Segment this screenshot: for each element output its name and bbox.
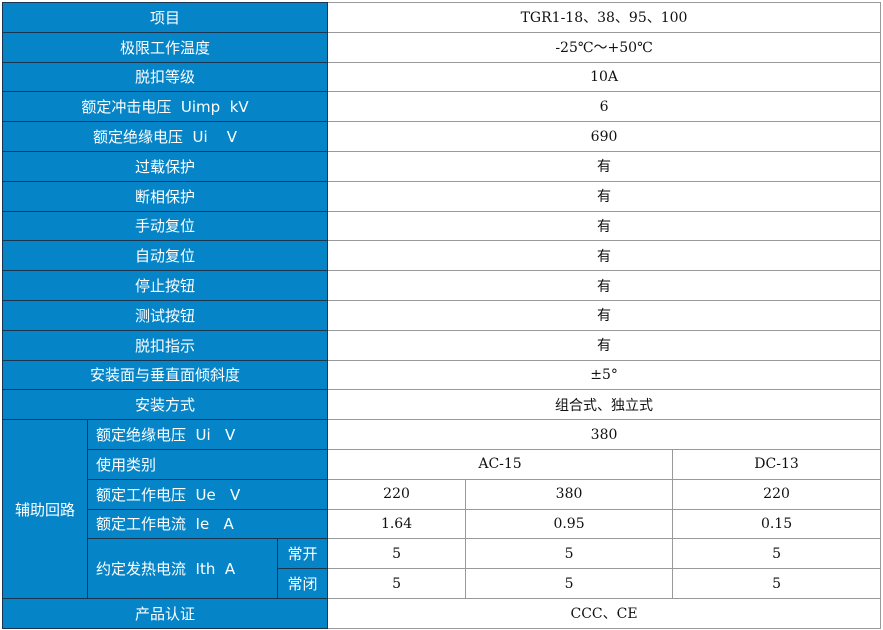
row-label: 测试按钮	[1, 299, 329, 331]
row-value: 380	[327, 419, 882, 450]
row-label: 额定工作电流 Ie A	[86, 508, 329, 540]
cell: 220	[327, 478, 467, 510]
cert-row: 产品认证 CCC、CE	[1, 597, 882, 629]
spec-row: 脱扣指示有	[1, 329, 882, 361]
row-label: 过载保护	[1, 150, 329, 182]
cell: 0.15	[672, 508, 882, 540]
aux-insulation-row: 辅助回路 额定绝缘电压 Ui V 380	[2, 419, 882, 599]
spec-row: 自动复位有	[1, 240, 882, 272]
row-label: 安装面与垂直面倾斜度	[1, 359, 329, 391]
row-label: 额定工作电压 Ue V	[86, 478, 329, 510]
spec-row: 停止按钮有	[1, 270, 882, 301]
row-label: 手动复位	[1, 210, 329, 242]
row-value: 有	[327, 180, 882, 212]
row-value: 10A	[327, 61, 882, 93]
row-label: 脱扣等级	[1, 61, 329, 93]
row-label: 产品认证	[1, 597, 329, 629]
ac-category: AC-15	[327, 448, 674, 480]
spec-row: 脱扣等级 10A	[1, 61, 882, 93]
cell: 0.95	[465, 508, 674, 540]
aux-ie-row: 额定工作电流 Ie A 1.64 0.95 0.15	[3, 508, 882, 540]
row-value: 有	[327, 270, 882, 301]
aux-ith-nc-row: 常闭 5 5 5	[3, 568, 882, 599]
spec-row: 过载保护有	[1, 150, 882, 182]
row-label: 脱扣指示	[1, 329, 329, 361]
sub-label: 常开	[276, 538, 329, 570]
cell: 380	[465, 478, 674, 510]
cell: 5	[672, 568, 882, 599]
row-label: 额定绝缘电压 Ui V	[1, 121, 329, 152]
cell: 1.64	[327, 508, 467, 540]
spec-row: 手动复位有	[1, 210, 882, 242]
row-value: CCC、CE	[327, 597, 882, 629]
spec-row: 项目 TGR1-18、38、95、100	[1, 2, 882, 33]
row-value: 有	[327, 150, 882, 182]
spec-row: 极限工作温度 -25℃～+50℃	[1, 31, 882, 63]
row-label: 约定发热电流 Ith A	[87, 538, 278, 599]
cell: 220	[672, 478, 882, 510]
cell: 5	[672, 538, 882, 570]
cell: 5	[327, 538, 467, 570]
row-label: 极限工作温度	[1, 31, 329, 63]
row-value: 有	[327, 210, 882, 242]
aux-category-row: 使用类别 AC-15 DC-13	[3, 448, 882, 480]
row-label: 使用类别	[86, 448, 329, 480]
spec-row: 测试按钮有	[1, 299, 882, 331]
row-value: TGR1-18、38、95、100	[327, 2, 882, 33]
row-label: 额定绝缘电压 Ui V	[86, 419, 329, 450]
row-value: ±5°	[327, 359, 882, 391]
spec-row: 额定绝缘电压 Ui V 690	[1, 121, 882, 152]
sub-label: 常闭	[276, 568, 329, 599]
dc-category: DC-13	[672, 448, 882, 480]
cell: 5	[465, 568, 674, 599]
row-value: 有	[327, 299, 882, 331]
row-value: 有	[327, 329, 882, 361]
spec-row: 安装面与垂直面倾斜度 ±5°	[1, 359, 882, 391]
row-label: 额定冲击电压 Uimp kV	[1, 91, 329, 123]
row-label: 断相保护	[1, 180, 329, 212]
aux-group-label: 辅助回路	[2, 419, 88, 599]
aux-ue-row: 额定工作电压 Ue V 220 380 220	[3, 478, 882, 510]
cell: 5	[465, 538, 674, 570]
row-label: 停止按钮	[1, 270, 329, 301]
row-label: 自动复位	[1, 240, 329, 272]
row-value: 6	[327, 91, 882, 123]
row-label: 安装方式	[1, 389, 329, 421]
spec-row: 断相保护有	[1, 180, 882, 212]
row-value: 有	[327, 240, 882, 272]
row-label: 项目	[1, 2, 329, 33]
row-value: 690	[327, 121, 882, 152]
row-value: 组合式、独立式	[327, 389, 882, 421]
aux-ith-no-row: 约定发热电流 Ith A 常开 5 5 5	[3, 538, 882, 599]
spec-row: 额定冲击电压 Uimp kV 6	[1, 91, 882, 123]
cell: 5	[327, 568, 467, 599]
row-value: -25℃～+50℃	[327, 31, 882, 63]
spec-row: 安装方式 组合式、独立式	[1, 389, 882, 421]
